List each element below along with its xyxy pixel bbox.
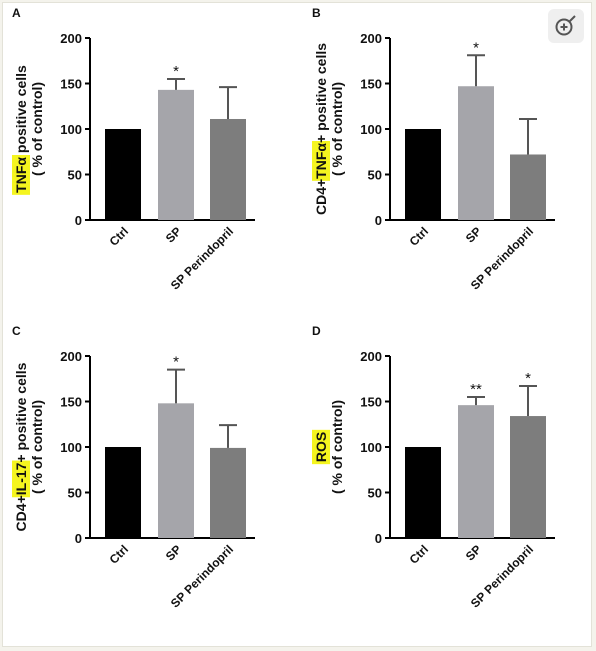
y-tick-label: 100 [360,122,382,137]
y-axis-label-line: CD4+TNFα+ positive cells [313,43,329,215]
bar-sp [458,405,494,538]
y-tick-label: 0 [75,531,82,546]
y-axis-label-line: TNFα positive cells [13,65,29,193]
y-axis-label-line: ROS [313,432,329,462]
y-axis-label: TNFα positive cells( % of control) [12,65,45,195]
y-tick-label: 150 [60,77,82,92]
bar-sp-perindopril [210,118,246,220]
label-text: CD4+ [13,495,29,531]
bar-ctrl [105,129,141,220]
y-tick-label: 0 [375,213,382,228]
panel-letter-c: C [12,324,21,338]
y-tick-label: 50 [368,486,382,501]
y-axis-label: ROS( % of control) [312,400,345,494]
highlighted-term: IL-17 [13,462,29,495]
y-tick-label: 50 [68,168,82,183]
x-tick-label: SP [163,224,184,245]
y-tick-label: 0 [75,213,82,228]
panel-letter-b: B [312,6,321,20]
zoom-button[interactable] [548,9,584,43]
bar-sp [458,86,494,220]
y-tick-label: 100 [360,440,382,455]
y-axis-label: CD4+TNFα+ positive cells( % of control) [312,43,345,215]
label-text: CD4+ [313,179,329,215]
label-text: + positive cells [313,43,329,143]
label-highlight [12,155,30,195]
y-tick-label: 200 [60,349,82,364]
x-tick-label: SP [163,542,184,563]
panel-letter-d: D [312,324,321,338]
y-axis-label-line: ( % of control) [29,82,45,176]
highlighted-term: ROS [313,432,329,462]
label-highlight [12,460,30,498]
significance-mark: * [473,39,479,56]
highlighted-term: TNFα [13,157,29,193]
y-tick-label: 150 [60,395,82,410]
y-tick-label: 200 [360,31,382,46]
significance-mark: ** [470,381,482,398]
bar-ctrl [405,129,441,220]
label-highlight [312,429,330,465]
label-text: + positive cells [13,362,29,462]
y-tick-label: 200 [360,349,382,364]
panel-letter-a: A [12,6,21,20]
y-tick-label: 100 [60,122,82,137]
y-tick-label: 100 [60,440,82,455]
bar-sp-perindopril [510,416,546,538]
y-tick-label: 200 [60,31,82,46]
x-tick-label: SP [463,542,484,563]
highlighted-term: TNFα [313,143,329,179]
x-tick-label: Ctrl [407,542,432,567]
x-tick-label: SP [463,224,484,245]
y-axis-label: CD4+IL-17+ positive cells( % of control) [12,362,45,531]
y-axis-label-line: CD4+IL-17+ positive cells [13,362,29,531]
bar-ctrl [405,447,441,538]
y-tick-label: 150 [360,77,382,92]
label-highlight [312,140,330,181]
significance-mark: * [173,63,179,80]
y-tick-label: 50 [368,168,382,183]
y-tick-label: 150 [360,395,382,410]
significance-mark: * [173,354,179,371]
bar-sp [158,403,194,538]
bar-sp-perindopril [210,447,246,538]
x-tick-label: Ctrl [107,224,132,249]
bar-ctrl [105,447,141,538]
label-text: positive cells [13,65,29,157]
x-tick-label: Ctrl [107,542,132,567]
y-tick-label: 50 [68,486,82,501]
significance-mark: * [525,370,531,387]
bar-sp [158,89,194,221]
y-tick-label: 0 [375,531,382,546]
y-axis-label-line: ( % of control) [29,400,45,494]
zoom-in-icon [555,15,576,36]
y-axis-label-line: ( % of control) [329,82,345,176]
bar-sp-perindopril [510,154,546,220]
y-axis-label-line: ( % of control) [329,400,345,494]
x-tick-label: Ctrl [407,224,432,249]
